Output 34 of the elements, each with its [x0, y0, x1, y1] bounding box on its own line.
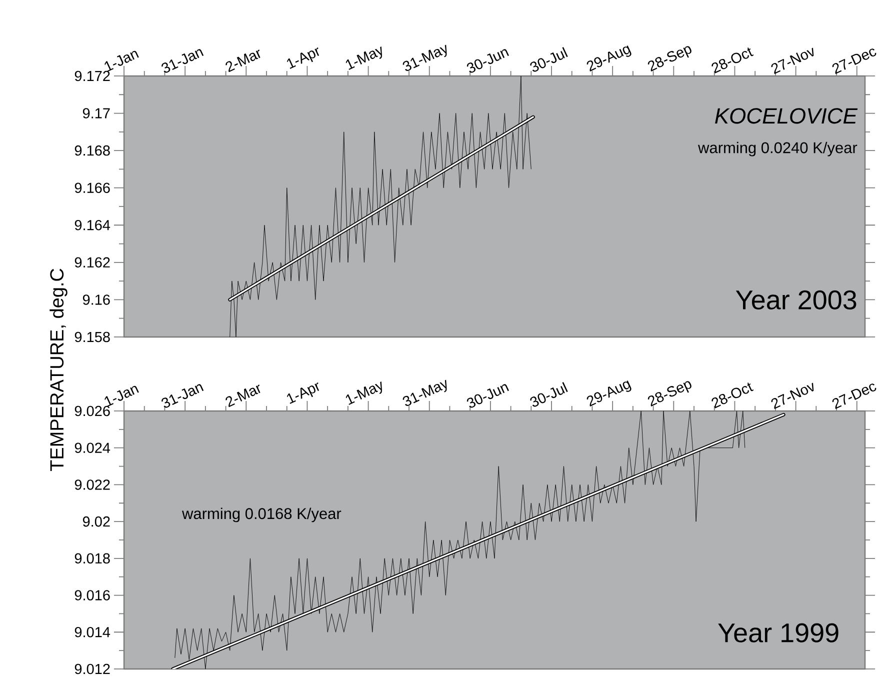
annotation: warming 0.0240 K/year [698, 142, 858, 156]
y-tick-label: 9.166 [74, 182, 110, 193]
x-tick-label: 1-Jan [104, 50, 139, 72]
y-tick-label: 9.014 [74, 626, 110, 638]
annotation: KOCELOVICE [715, 108, 858, 124]
x-tick-label: 1-Jan [104, 386, 139, 407]
x-tick-label: 1-Apr [286, 47, 320, 69]
x-tick-label: 1-May [346, 381, 382, 405]
x-tick-label: 31-Jan [162, 49, 204, 73]
y-tick-label: 9.012 [74, 664, 110, 674]
y-tick-label: 9.172 [74, 70, 110, 82]
y-tick-label: 9.02 [82, 516, 110, 527]
y-tick-label: 9.164 [74, 220, 110, 230]
y-tick-label: 9.022 [74, 480, 110, 490]
y-tick-label: 9.018 [74, 553, 110, 564]
x-tick-label: 2-Mar [226, 50, 260, 72]
y-tick-label: 9.024 [74, 442, 110, 453]
y-tick-label: 9.162 [74, 257, 110, 268]
x-tick-label: 30-Jun [466, 49, 509, 73]
x-tick-label: 2-Mar [226, 384, 260, 408]
x-tick-label: 1-May [346, 46, 382, 70]
y-tick-label: 9.17 [82, 108, 110, 118]
y-tick-label: 9.168 [74, 145, 110, 156]
x-tick-label: 1-Apr [286, 382, 320, 404]
y-axis-title: TEMPERATURE, deg.C [50, 268, 68, 471]
x-tick-label: 31-Jan [162, 384, 204, 408]
y-tick-label: 9.16 [82, 294, 110, 305]
y-tick-label: 9.026 [74, 406, 110, 416]
annotation: Year 2003 [736, 290, 856, 310]
annotation: Year 1999 [718, 623, 838, 642]
y-tick-label: 9.016 [74, 590, 110, 600]
x-tick-label: 30-Jun [466, 384, 509, 408]
annotation: warming 0.0168 K/year [182, 508, 342, 522]
y-tick-label: 9.158 [74, 332, 110, 342]
